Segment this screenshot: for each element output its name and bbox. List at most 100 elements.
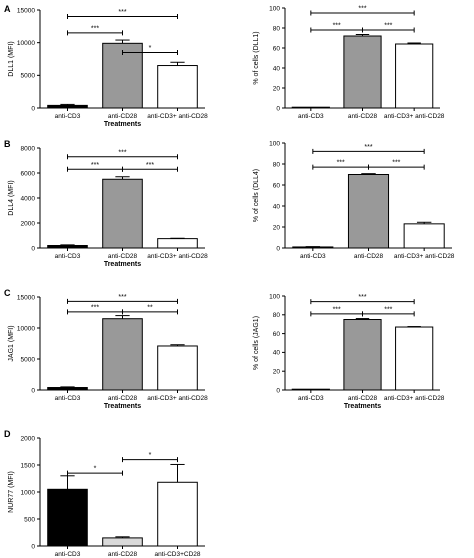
y-tick-label: 0 xyxy=(31,543,35,550)
category-label: anti-CD3+ anti-CD28 xyxy=(147,253,208,260)
bar xyxy=(291,388,330,391)
significance-label: *** xyxy=(146,162,154,169)
significance-label: *** xyxy=(118,9,126,16)
bar xyxy=(403,223,445,249)
bar xyxy=(157,481,198,547)
bar xyxy=(343,35,382,109)
bar xyxy=(47,104,88,109)
y-tick-label: 2000 xyxy=(21,435,36,442)
y-tick-label: 10000 xyxy=(17,325,35,332)
bar xyxy=(47,488,88,547)
category-label: anti-CD3 xyxy=(55,551,81,558)
category-label: anti-CD3+ anti-CD28 xyxy=(147,113,208,120)
y-tick-label: 0 xyxy=(276,245,280,252)
category-label: anti-CD28 xyxy=(108,551,138,558)
category-label: anti-CD3 xyxy=(298,395,324,402)
category-label: anti-CD3+CD28 xyxy=(154,551,200,558)
significance-label: *** xyxy=(337,160,345,167)
bar xyxy=(157,238,198,249)
y-tick-label: 80 xyxy=(273,312,281,319)
significance-label: * xyxy=(149,452,152,459)
significance-label: * xyxy=(94,466,97,473)
panel-letter: C xyxy=(4,288,11,298)
y-tick-label: 15000 xyxy=(17,7,35,14)
category-label: anti-CD28 xyxy=(354,253,384,260)
x-axis-title: Treatments xyxy=(104,261,141,268)
category-label: anti-CD3+ anti-CD28 xyxy=(394,253,455,260)
y-tick-label: 20 xyxy=(273,224,281,231)
category-label: anti-CD28 xyxy=(348,395,378,402)
significance-label: *** xyxy=(358,6,366,13)
category-label: anti-CD28 xyxy=(348,113,378,120)
y-axis-title: DLL4 (MFI) xyxy=(8,180,15,215)
category-label: anti-CD28 xyxy=(108,395,138,402)
y-tick-label: 0 xyxy=(31,105,35,112)
significance-label: *** xyxy=(91,162,99,169)
y-tick-label: 10000 xyxy=(17,40,35,47)
y-tick-label: 80 xyxy=(273,25,281,32)
bar xyxy=(157,345,198,391)
significance-label: *** xyxy=(358,294,366,301)
y-tick-label: 6000 xyxy=(21,170,36,177)
y-tick-label: 0 xyxy=(276,105,280,112)
category-label: anti-CD3 xyxy=(298,113,324,120)
y-tick-label: 1000 xyxy=(21,489,36,496)
significance-label: *** xyxy=(118,294,126,301)
y-tick-label: 100 xyxy=(269,5,280,12)
y-tick-label: 0 xyxy=(31,245,35,252)
y-tick-label: 40 xyxy=(273,203,281,210)
category-label: anti-CD3+ anti-CD28 xyxy=(147,395,208,402)
category-label: anti-CD3+ anti-CD28 xyxy=(384,113,445,120)
y-tick-label: 8000 xyxy=(21,145,36,152)
bar xyxy=(395,326,434,391)
y-axis-title: JAG1 (MFI) xyxy=(8,325,15,361)
category-label: anti-CD28 xyxy=(108,113,138,120)
x-axis-title: Treatments xyxy=(104,403,141,410)
significance-label: *** xyxy=(91,304,99,311)
y-tick-label: 5000 xyxy=(21,356,36,363)
x-axis-title: Treatments xyxy=(104,121,141,128)
significance-label: *** xyxy=(364,144,372,151)
y-tick-label: 2000 xyxy=(21,220,36,227)
x-axis-title: Treatments xyxy=(344,403,381,410)
category-label: anti-CD3 xyxy=(55,253,81,260)
bar xyxy=(102,178,143,249)
bar xyxy=(157,65,198,109)
y-tick-label: 20 xyxy=(273,369,281,376)
significance-label: *** xyxy=(333,306,341,313)
bar xyxy=(395,43,434,109)
y-tick-label: 4000 xyxy=(21,195,36,202)
category-label: anti-CD3 xyxy=(300,253,326,260)
y-tick-label: 1500 xyxy=(21,462,36,469)
category-label: anti-CD3 xyxy=(55,395,81,402)
y-tick-label: 500 xyxy=(24,516,35,523)
bar xyxy=(47,245,88,249)
category-label: anti-CD28 xyxy=(108,253,138,260)
bar xyxy=(102,537,143,547)
bar xyxy=(291,106,330,109)
y-tick-label: 100 xyxy=(269,293,280,300)
y-axis-title: DLL1 (MFI) xyxy=(8,41,15,76)
significance-label: *** xyxy=(118,149,126,156)
y-axis-title: % of cells (JAG1) xyxy=(253,316,260,370)
panel-letter: B xyxy=(4,139,11,149)
panel-letter: D xyxy=(4,429,11,439)
y-axis-title: % of cells (DLL1) xyxy=(253,31,260,84)
bar xyxy=(347,174,390,249)
significance-label: *** xyxy=(384,306,392,313)
bar xyxy=(343,319,382,391)
y-tick-label: 60 xyxy=(273,45,281,52)
bar xyxy=(102,318,143,391)
y-tick-label: 5000 xyxy=(21,73,36,80)
y-tick-label: 80 xyxy=(273,161,281,168)
y-axis-title: % of cells (DLL4) xyxy=(253,169,260,222)
y-axis-title: NUR77 (MFI) xyxy=(8,471,15,513)
y-tick-label: 60 xyxy=(273,331,281,338)
y-tick-label: 100 xyxy=(269,140,280,147)
y-tick-label: 20 xyxy=(273,85,281,92)
y-tick-label: 0 xyxy=(31,387,35,394)
significance-label: *** xyxy=(384,23,392,30)
category-label: anti-CD3+ anti-CD28 xyxy=(384,395,445,402)
category-label: anti-CD3 xyxy=(55,113,81,120)
